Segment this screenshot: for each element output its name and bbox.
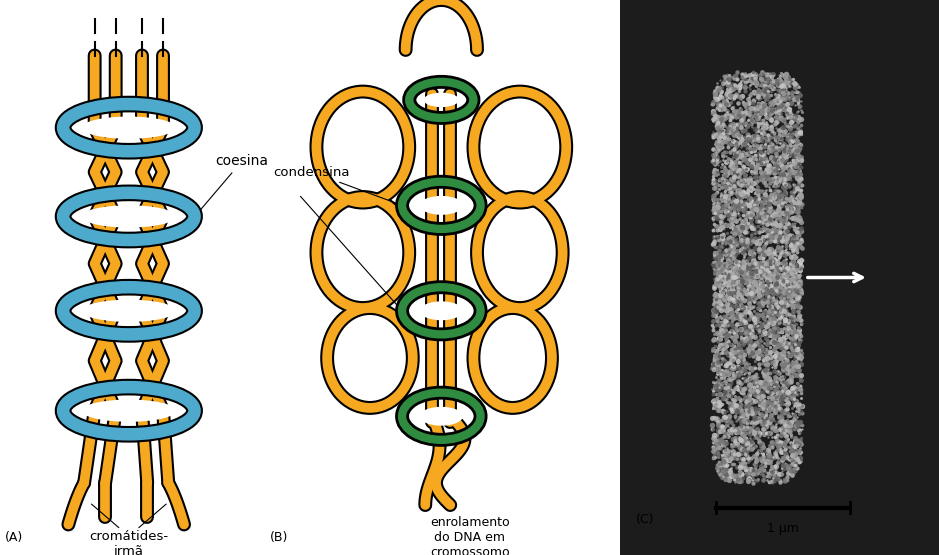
Ellipse shape [420,407,463,426]
Text: enrolamento
do DNA em
cromossomo: enrolamento do DNA em cromossomo [430,516,510,555]
Ellipse shape [82,205,177,228]
Ellipse shape [420,301,463,320]
Text: coesina: coesina [199,154,269,211]
Text: (A): (A) [6,531,23,544]
Ellipse shape [82,300,177,322]
Ellipse shape [82,400,177,422]
Text: 1 μm: 1 μm [766,522,798,534]
Ellipse shape [82,117,177,139]
Text: cromátides-
irmã: cromátides- irmã [89,530,168,555]
Text: (C): (C) [636,513,654,526]
Ellipse shape [423,93,459,107]
Text: (B): (B) [270,531,288,544]
Ellipse shape [420,196,463,215]
Text: condensina: condensina [273,165,399,204]
